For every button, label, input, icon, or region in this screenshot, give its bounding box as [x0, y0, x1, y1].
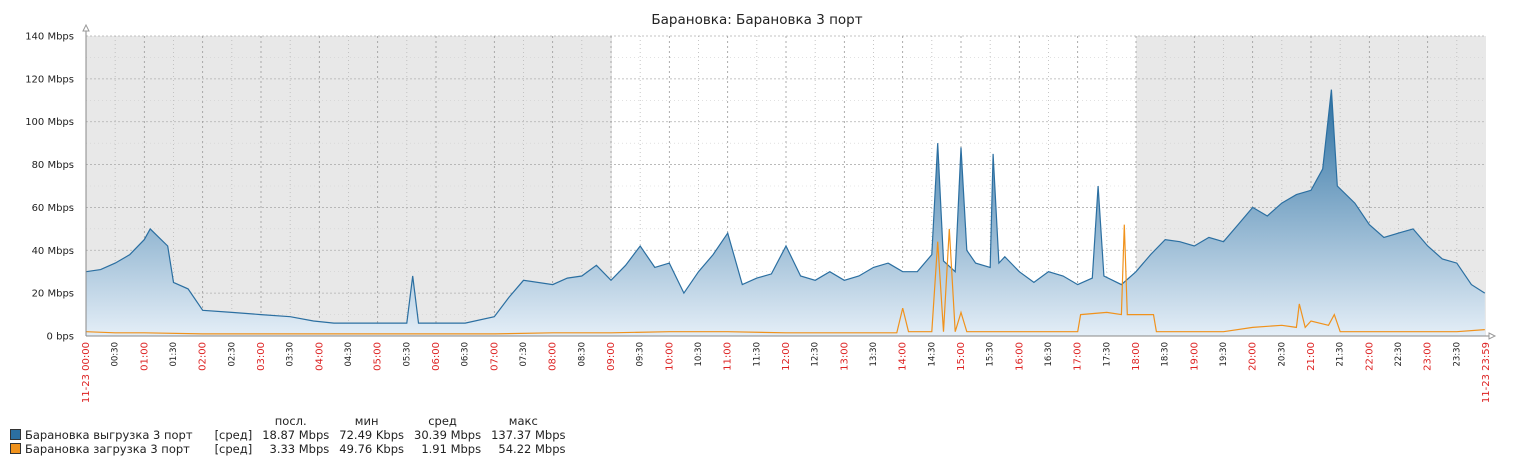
- x-tick-label: 04:30: [344, 342, 354, 367]
- legend-row-upload: Барановка выгрузка 3 порт [сред] 18.87 M…: [10, 428, 566, 442]
- x-tick-label: 14:30: [927, 342, 937, 367]
- x-tick-label: 10:30: [694, 342, 704, 367]
- x-tick-label: 21:30: [1336, 342, 1346, 367]
- x-tick-label: 20:30: [1277, 342, 1287, 367]
- x-tick-label: 16:00: [1014, 342, 1025, 371]
- y-tick-label: 100 Mbps: [25, 117, 74, 128]
- series-line-upload: [85, 89, 1486, 324]
- x-tick-label: 03:30: [286, 342, 296, 367]
- legend-header-min: мин: [354, 414, 379, 428]
- x-tick-label: 19:00: [1189, 342, 1200, 371]
- x-tick-label: 23:30: [1452, 342, 1462, 367]
- y-tick-label: 40 Mbps: [32, 246, 74, 257]
- x-tick-label: 22:00: [1364, 342, 1375, 371]
- x-tick-label: 23:00: [1423, 342, 1434, 371]
- legend: посл. мин сред макс Барановка выгрузка 3…: [10, 414, 566, 456]
- x-tick-label: 20:00: [1248, 342, 1259, 371]
- legend-max-download: 54.22 Mbps: [498, 442, 566, 456]
- x-tick-label: 08:00: [548, 342, 559, 371]
- legend-name-upload: Барановка выгрузка 3 порт: [25, 428, 193, 442]
- legend-avg-upload: 30.39 Mbps: [414, 428, 482, 442]
- y-axis-arrow-icon: [82, 23, 90, 32]
- x-tick-label: 19:30: [1219, 342, 1229, 367]
- x-tick-label: 07:30: [519, 342, 529, 367]
- y-tick-label: 80 Mbps: [32, 160, 74, 171]
- x-tick-label: 10:00: [664, 342, 675, 371]
- x-tick-label: 17:00: [1073, 342, 1084, 371]
- legend-swatch-download: [10, 443, 21, 454]
- x-tick-label: 06:30: [461, 342, 471, 367]
- x-tick-label: 09:30: [636, 342, 646, 367]
- x-tick-label: 05:30: [402, 342, 412, 367]
- legend-last-upload: 18.87 Mbps: [262, 428, 330, 442]
- legend-min-upload: 72.49 Kbps: [339, 428, 404, 442]
- y-tick-label: 60 Mbps: [32, 203, 74, 214]
- x-tick-label: 04:00: [314, 342, 325, 371]
- legend-header-last: посл.: [274, 414, 307, 428]
- legend-avg-download: 1.91 Mbps: [421, 442, 482, 456]
- x-end-label: 11-23 23:59: [1481, 342, 1492, 403]
- x-tick-label: 16:30: [1044, 342, 1054, 367]
- x-tick-label: 11:30: [752, 342, 762, 367]
- x-tick-label: 06:00: [431, 342, 442, 371]
- x-tick-label: 02:30: [227, 342, 237, 367]
- x-tick-label: 01:00: [139, 342, 150, 371]
- y-tick-label: 20 Mbps: [32, 289, 74, 300]
- x-tick-label: 01:30: [169, 342, 179, 367]
- x-tick-label: 21:00: [1306, 342, 1317, 371]
- x-tick-label: 12:00: [781, 342, 792, 371]
- traffic-chart: Барановка: Барановка 3 порт 0 bps 20 Mbps…: [25, 12, 1497, 403]
- x-start-label: 11-23 00:00: [81, 342, 92, 403]
- x-tick-label: 22:30: [1394, 342, 1404, 367]
- x-tick-label: 08:30: [577, 342, 587, 367]
- x-axis-arrow-icon: [1488, 332, 1497, 340]
- x-tick-label: 03:00: [256, 342, 267, 371]
- legend-agg-download: [сред]: [214, 442, 253, 456]
- x-tick-label: 07:00: [489, 342, 500, 371]
- x-tick-label: 02:00: [198, 342, 209, 371]
- x-tick-label: 13:30: [869, 342, 879, 367]
- legend-row-download: Барановка загрузка 3 порт [сред] 3.33 Mb…: [10, 442, 566, 456]
- y-tick-label: 0 bps: [47, 332, 74, 343]
- legend-swatch-upload: [10, 429, 21, 440]
- x-tick-label: 18:30: [1161, 342, 1171, 367]
- legend-min-download: 49.76 Kbps: [339, 442, 404, 456]
- x-tick-label: 00:30: [111, 342, 121, 367]
- legend-header-avg: сред: [428, 414, 457, 428]
- x-tick-label: 15:00: [956, 342, 967, 371]
- legend-header-max: макс: [508, 414, 538, 428]
- x-tick-label: 05:00: [373, 342, 384, 371]
- y-tick-label: 140 Mbps: [25, 32, 74, 43]
- legend-name-download: Барановка загрузка 3 порт: [25, 442, 190, 456]
- series-area-upload: [86, 89, 1485, 336]
- legend-max-upload: 137.37 Mbps: [491, 428, 566, 442]
- x-tick-label: 11:00: [723, 342, 734, 371]
- x-tick-label: 14:00: [898, 342, 909, 371]
- chart-title: Барановка: Барановка 3 порт: [651, 12, 862, 28]
- legend-last-download: 3.33 Mbps: [269, 442, 330, 456]
- x-tick-label: 15:30: [986, 342, 996, 367]
- legend-agg-upload: [сред]: [214, 428, 253, 442]
- x-tick-label: 18:00: [1131, 342, 1142, 371]
- series-line-download: [85, 224, 1485, 335]
- y-tick-label: 120 Mbps: [25, 74, 74, 85]
- x-tick-label: 09:00: [606, 342, 617, 371]
- x-tick-label: 12:30: [811, 342, 821, 367]
- x-tick-label: 13:00: [839, 342, 850, 371]
- x-tick-label: 17:30: [1102, 342, 1112, 367]
